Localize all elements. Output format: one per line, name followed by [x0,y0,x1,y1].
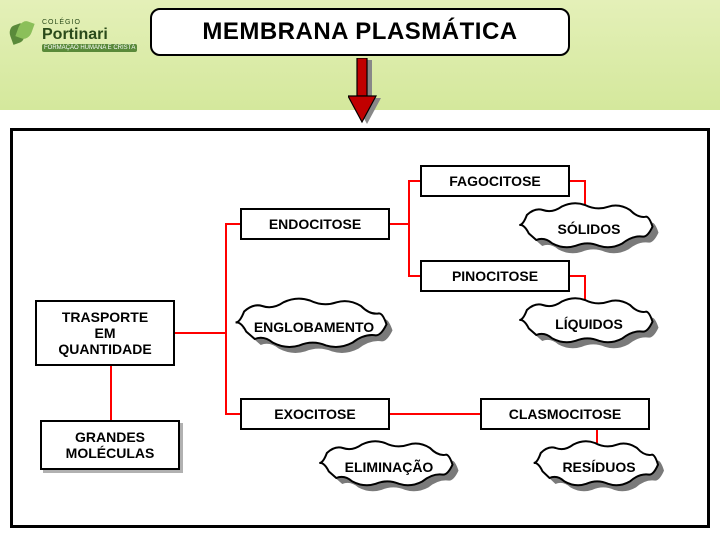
node-endocitose: ENDOCITOSE [240,208,390,240]
cloud-label: SÓLIDOS [510,221,668,237]
connector-line [110,365,112,423]
title-text: MEMBRANA PLASMÁTICA [202,18,517,46]
node-label: CLASMOCITOSE [509,406,622,422]
cloud-solidos: SÓLIDOS [510,200,668,258]
node-grandes: GRANDES MOLÉCULAS [40,420,180,470]
logo-big: Portinari [42,26,137,44]
cloud-label: LÍQUIDOS [510,316,668,332]
node-label: GRANDES MOLÉCULAS [66,429,155,461]
node-transporte: TRASPORTE EM QUANTIDADE [35,300,175,366]
node-label: FAGOCITOSE [449,173,541,189]
logo-tagline: FORMAÇÃO HUMANA E CRISTÃ [42,44,137,52]
arrow-down-icon [348,58,382,128]
leaf-icon [10,21,38,49]
node-clasmocitose: CLASMOCITOSE [480,398,650,430]
cloud-label: RESÍDUOS [525,459,673,475]
node-fagocitose: FAGOCITOSE [420,165,570,197]
connector-line [388,413,483,415]
title-box: MEMBRANA PLASMÁTICA [150,8,570,56]
cloud-eliminacao: ELIMINAÇÃO [310,438,468,496]
connector-line [388,223,410,225]
cloud-label: ENGLOBAMENTO [225,319,403,335]
node-label: ENDOCITOSE [269,216,361,232]
connector-line [408,180,410,277]
node-exocitose: EXOCITOSE [240,398,390,430]
node-pinocitose: PINOCITOSE [420,260,570,292]
cloud-residuos: RESÍDUOS [525,438,673,496]
school-logo: COLÉGIO Portinari FORMAÇÃO HUMANA E CRIS… [10,5,140,65]
node-label: PINOCITOSE [452,268,538,284]
logo-small: COLÉGIO [42,19,137,26]
connector-line [175,332,225,334]
cloud-liquidos: LÍQUIDOS [510,295,668,353]
cloud-englobamento: ENGLOBAMENTO [225,295,403,358]
node-label: EXOCITOSE [274,406,355,422]
cloud-label: ELIMINAÇÃO [310,459,468,475]
node-label: TRASPORTE EM QUANTIDADE [58,309,151,357]
